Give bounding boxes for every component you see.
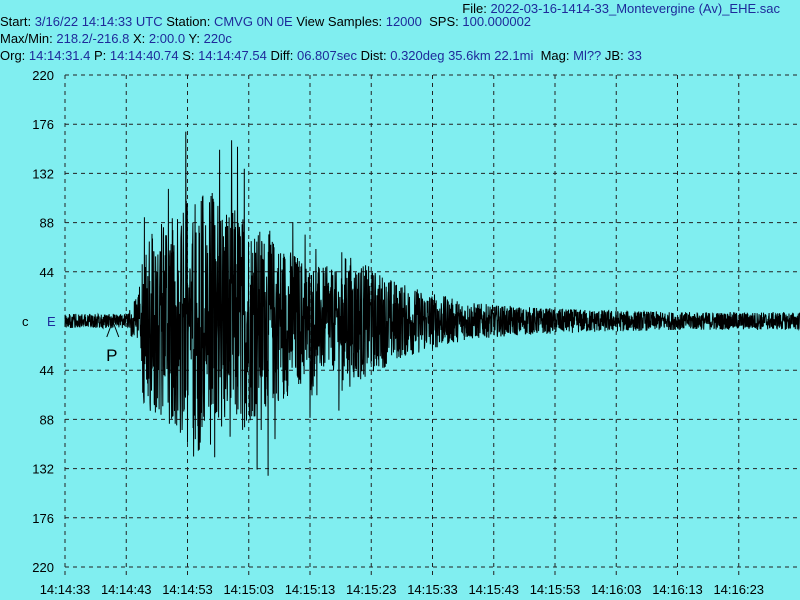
y-tick-label: 220 bbox=[32, 560, 54, 575]
x-tick-label: 14:16:23 bbox=[713, 582, 764, 597]
mag-label: Mag: bbox=[540, 48, 570, 63]
y-scale-label: Y: bbox=[188, 31, 201, 46]
maxmin-value: 218.2/-216.8 bbox=[56, 31, 130, 46]
station-label: Station: bbox=[166, 14, 211, 29]
channel-label-group: c E bbox=[22, 314, 56, 329]
x-scale-label: X: bbox=[133, 31, 146, 46]
p-phase-marker[interactable]: P bbox=[106, 320, 120, 365]
y-scale-value: 220c bbox=[203, 31, 232, 46]
x-tick-label: 14:15:13 bbox=[285, 582, 336, 597]
view-samples-value: 12000 bbox=[385, 14, 422, 29]
dist-label: Dist: bbox=[360, 48, 387, 63]
p-marker-left-stroke bbox=[106, 320, 114, 338]
view-samples-label: View Samples: bbox=[296, 14, 383, 29]
maxmin-line: Max/Min: 218.2/-216.8 X: 2:00.0 Y: 220c bbox=[0, 31, 232, 47]
x-tick-label: 14:16:03 bbox=[591, 582, 642, 597]
sps-value: 100.000002 bbox=[462, 14, 532, 29]
y-tick-label: 44 bbox=[40, 363, 54, 378]
maxmin-label: Max/Min: bbox=[0, 31, 53, 46]
x-tick-label: 14:15:23 bbox=[346, 582, 397, 597]
p-value: 14:14:40.74 bbox=[109, 48, 179, 63]
s-label: S: bbox=[182, 48, 195, 63]
p-label: P: bbox=[94, 48, 107, 63]
dist-value: 0.320deg 35.6km 22.1mi bbox=[390, 48, 534, 63]
start-value: 3/16/22 14:14:33 UTC bbox=[34, 14, 163, 29]
org-line: Org: 14:14:31.4 P: 14:14:40.74 S: 14:14:… bbox=[0, 48, 642, 64]
station-value: CMVG 0N 0E bbox=[213, 14, 293, 29]
p-marker-right-stroke bbox=[112, 320, 120, 338]
x-tick-label: 14:14:43 bbox=[101, 582, 152, 597]
x-tick-label: 14:15:03 bbox=[223, 582, 274, 597]
s-value: 14:14:47.54 bbox=[198, 48, 267, 63]
x-tick-label: 14:14:53 bbox=[162, 582, 213, 597]
mag-value: Ml?? bbox=[573, 48, 602, 63]
x-axis-ticks: 14:14:33 14:14:43 14:14:53 14:15:03 14:15:13… bbox=[40, 582, 764, 597]
y-axis-ticks: 220 176 132 88 44 44 88 132 176 220 bbox=[32, 68, 54, 575]
org-label: Org: bbox=[0, 48, 26, 63]
x-tick-label: 14:15:53 bbox=[530, 582, 581, 597]
y-tick-label: 176 bbox=[32, 117, 54, 132]
start-label: Start: bbox=[0, 14, 32, 29]
file-label: File: bbox=[462, 1, 487, 16]
diff-value: 06.807sec bbox=[296, 48, 357, 63]
p-marker-label: P bbox=[106, 346, 117, 365]
y-tick-label: 88 bbox=[40, 216, 54, 231]
x-tick-label: 14:14:33 bbox=[40, 582, 91, 597]
sps-label: SPS: bbox=[429, 14, 459, 29]
y-tick-label: 132 bbox=[32, 166, 54, 181]
x-tick-label: 14:15:33 bbox=[407, 582, 458, 597]
y-tick-label: 176 bbox=[32, 511, 54, 526]
y-tick-label: 220 bbox=[32, 68, 54, 83]
y-tick-label: 132 bbox=[32, 462, 54, 477]
seismic-trace bbox=[64, 131, 800, 476]
jb-value: 33 bbox=[627, 48, 642, 63]
org-value: 14:14:31.4 bbox=[28, 48, 91, 63]
channel-label: E bbox=[47, 314, 56, 329]
y-tick-label: 44 bbox=[40, 265, 54, 280]
file-line: File: 2022-03-16-1414-33_Montevergine (A… bbox=[462, 1, 780, 17]
x-tick-label: 14:16:13 bbox=[652, 582, 703, 597]
diff-label: Diff: bbox=[270, 48, 294, 63]
file-name: 2022-03-16-1414-33_Montevergine (Av)_EHE… bbox=[490, 1, 780, 16]
channel-prefix: c bbox=[22, 314, 29, 329]
start-line: Start: 3/16/22 14:14:33 UTC Station: CMV… bbox=[0, 14, 531, 30]
y-tick-label: 88 bbox=[40, 412, 54, 427]
x-scale-value: 2:00.0 bbox=[148, 31, 186, 46]
jb-label: JB: bbox=[604, 48, 624, 63]
x-tick-label: 14:15:43 bbox=[468, 582, 519, 597]
